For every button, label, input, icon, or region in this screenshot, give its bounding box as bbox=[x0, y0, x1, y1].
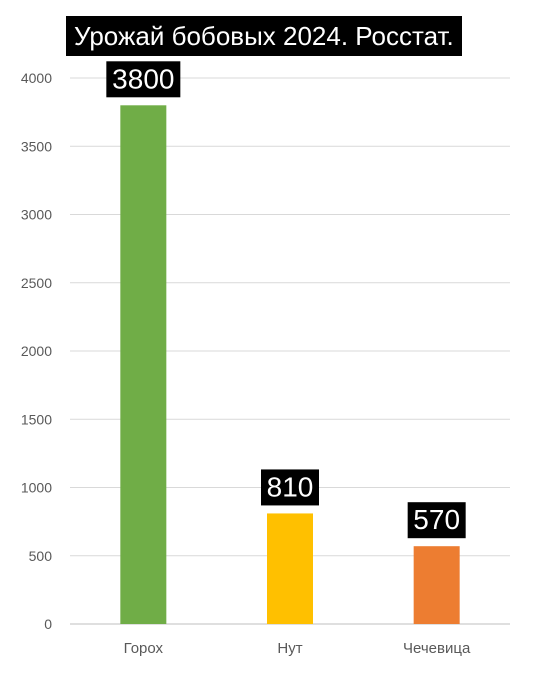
y-tick-label: 3500 bbox=[21, 138, 52, 154]
x-tick-label: Чечевица bbox=[403, 640, 471, 657]
y-tick-label: 0 bbox=[44, 616, 52, 632]
y-tick-label: 4000 bbox=[21, 70, 52, 86]
bar-3 bbox=[413, 546, 460, 624]
y-tick-label: 1500 bbox=[21, 411, 52, 427]
y-tick-label: 3000 bbox=[21, 207, 52, 223]
y-tick-label: 2000 bbox=[21, 343, 52, 359]
data-label: 570 bbox=[413, 504, 460, 535]
data-label-box bbox=[407, 502, 466, 539]
y-tick-label: 500 bbox=[29, 548, 53, 564]
chart-title: Урожай бобовых 2024. Росстат. bbox=[66, 16, 462, 56]
data-label-box bbox=[261, 469, 319, 506]
data-label-box bbox=[106, 61, 181, 98]
x-tick-label: Горох bbox=[124, 640, 164, 657]
data-label: 810 bbox=[267, 471, 314, 502]
y-tick-label: 2500 bbox=[21, 275, 52, 291]
bar-1 bbox=[120, 105, 167, 625]
y-tick-label: 1000 bbox=[21, 480, 52, 496]
data-label: 3800 bbox=[112, 63, 174, 94]
bar-2 bbox=[267, 513, 313, 624]
x-tick-label: Нут bbox=[277, 640, 302, 657]
